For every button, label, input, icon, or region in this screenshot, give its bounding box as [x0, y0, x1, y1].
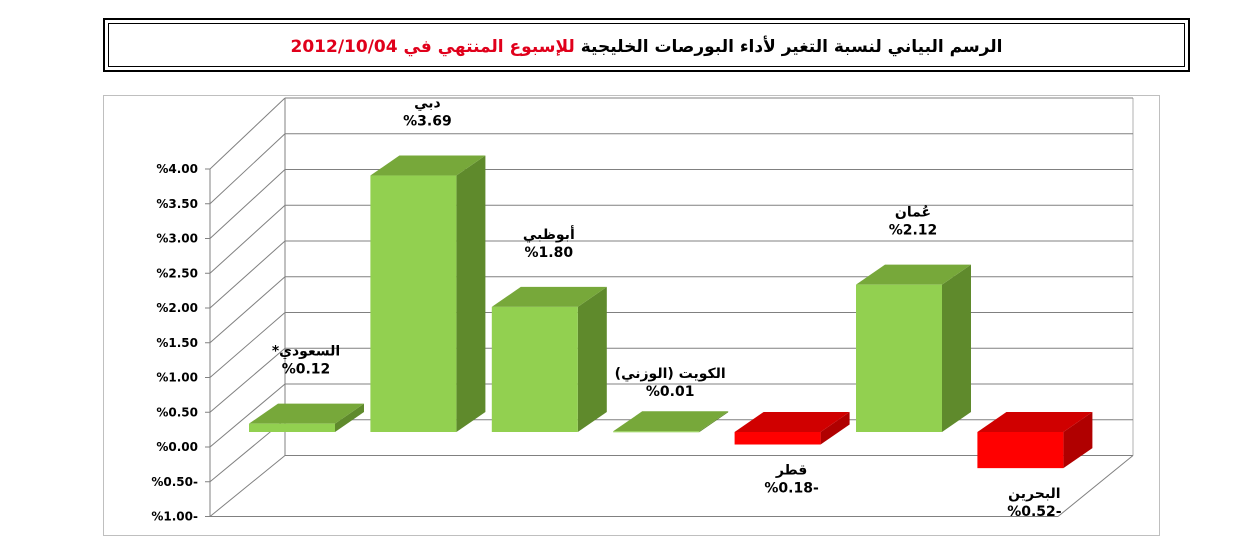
bar-front	[977, 432, 1064, 469]
category-label: السعودي*	[272, 344, 340, 361]
bar-top	[977, 412, 1093, 432]
bar-5	[734, 412, 850, 445]
bar-top	[856, 264, 971, 285]
floor-right-edge	[1057, 455, 1134, 517]
data-label: %1.80	[525, 245, 574, 261]
y-tick-label: %2.00	[156, 301, 198, 315]
bars	[249, 155, 1093, 469]
data-label: %0.01	[646, 384, 695, 400]
gridline-side	[209, 169, 286, 239]
bar-1	[249, 403, 364, 432]
bar-4	[613, 411, 729, 433]
bar-top	[491, 286, 607, 307]
data-label: %0.12	[282, 362, 331, 378]
bar-top	[370, 155, 486, 176]
bar-3	[491, 286, 607, 432]
bar-top	[613, 411, 729, 432]
bar-top	[734, 412, 850, 432]
chart-frame	[103, 95, 1160, 536]
gridline-side	[209, 240, 286, 309]
category-label: البحرين	[1008, 486, 1060, 502]
gridline-side	[209, 383, 286, 448]
gridline-side	[209, 204, 286, 274]
bar-side	[1063, 412, 1093, 469]
bar-side	[820, 412, 850, 445]
bar-side	[577, 286, 607, 432]
gridline-side	[209, 133, 286, 205]
bar-front	[249, 423, 335, 432]
gridline-side	[209, 455, 286, 517]
data-label: %2.12	[889, 223, 938, 239]
bar-7	[977, 412, 1093, 469]
y-tick-label: %0.50-	[151, 475, 198, 489]
y-axis: %4.00 %3.50 %3.00 %2.50 %2.00 %1.50 %1.00 %0.50…	[151, 162, 210, 524]
y-tick-label: %3.00	[156, 232, 198, 246]
y-tick-label: %1.00-	[151, 510, 198, 524]
y-tick-label: %1.00	[156, 371, 198, 385]
category-label: عُمان	[895, 205, 931, 221]
y-tick-label: %3.50	[156, 197, 198, 211]
bar-6	[856, 264, 971, 432]
bar-side	[942, 264, 971, 432]
category-label: الكويت (الوزني)	[615, 366, 726, 382]
gridline-side	[209, 347, 286, 413]
bar-2	[370, 155, 486, 433]
bar-side	[456, 155, 486, 433]
gridline-side	[209, 312, 286, 378]
bar-front	[370, 175, 457, 433]
y-tick-label: %2.50	[156, 266, 198, 280]
gridline-side	[209, 276, 286, 344]
bar-front	[856, 284, 942, 432]
bar-front	[491, 306, 578, 432]
category-label: أبوظبي	[523, 225, 575, 243]
gridline-side	[209, 97, 286, 170]
data-label: %3.69	[403, 114, 452, 130]
bar-side	[335, 403, 364, 432]
bar-front	[613, 431, 700, 433]
chart-title-box: الرسم البياني لنسبة التغير لأداء البورصا…	[103, 18, 1190, 72]
y-tick-label: %4.00	[156, 162, 198, 176]
bar-top	[249, 403, 364, 424]
bar-side	[699, 411, 729, 433]
data-label: %0.52-	[1007, 504, 1062, 520]
y-tick-label: %0.50	[156, 405, 198, 419]
data-labels: السعودي*%0.12 دبي %3.69 أبوظبي %1.80 الكويت (…	[272, 96, 1062, 521]
y-tick-label: %1.50	[156, 336, 198, 350]
category-label: دبي	[414, 96, 441, 112]
category-label: قطر	[775, 463, 808, 479]
bar-front	[734, 432, 821, 445]
y-tick-label: %0.00	[156, 440, 198, 454]
data-label: %0.18-	[764, 481, 819, 497]
